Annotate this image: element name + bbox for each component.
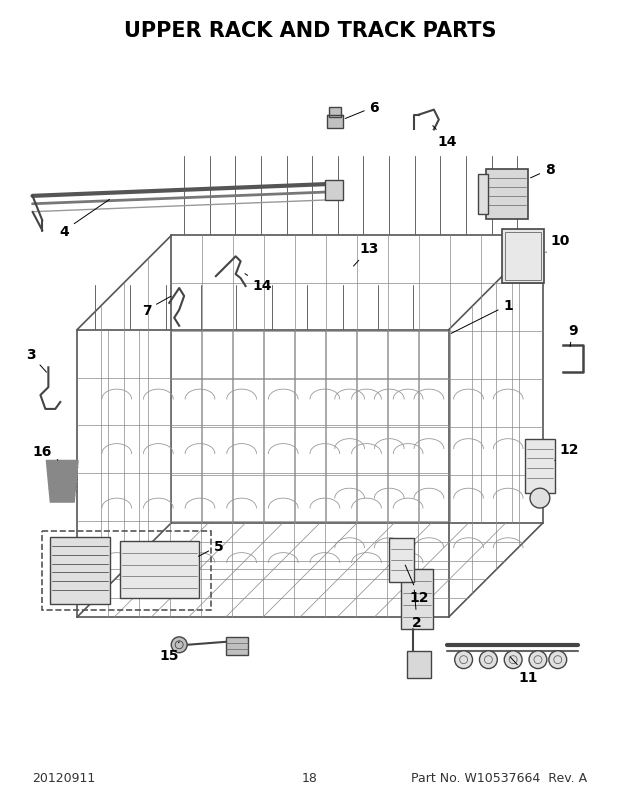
Circle shape bbox=[171, 637, 187, 653]
Text: 8: 8 bbox=[531, 163, 555, 179]
Text: 10: 10 bbox=[546, 234, 569, 253]
Text: 11: 11 bbox=[510, 657, 538, 683]
Text: 5: 5 bbox=[198, 539, 224, 557]
Text: 16: 16 bbox=[33, 444, 58, 460]
Text: 1: 1 bbox=[451, 298, 513, 334]
Text: 20120911: 20120911 bbox=[32, 772, 95, 784]
Text: 13: 13 bbox=[353, 242, 379, 267]
Text: UPPER RACK AND TRACK PARTS: UPPER RACK AND TRACK PARTS bbox=[124, 22, 496, 41]
Bar bbox=[401, 569, 433, 629]
Bar bbox=[42, 531, 211, 610]
Bar bbox=[389, 538, 414, 582]
Circle shape bbox=[529, 651, 547, 669]
Bar bbox=[329, 107, 341, 117]
Text: 6: 6 bbox=[345, 100, 379, 119]
Text: 3: 3 bbox=[25, 348, 46, 373]
Text: 14: 14 bbox=[245, 274, 272, 293]
Bar bbox=[525, 439, 555, 493]
Circle shape bbox=[549, 651, 567, 669]
Circle shape bbox=[504, 651, 522, 669]
Bar bbox=[120, 541, 199, 598]
Text: 4: 4 bbox=[60, 200, 110, 238]
Circle shape bbox=[454, 651, 472, 669]
Circle shape bbox=[530, 488, 550, 508]
Polygon shape bbox=[46, 461, 78, 503]
Bar bbox=[479, 175, 489, 214]
Text: 7: 7 bbox=[141, 297, 171, 318]
Text: 14: 14 bbox=[433, 127, 456, 149]
Text: 9: 9 bbox=[568, 323, 577, 347]
Circle shape bbox=[479, 651, 497, 669]
Text: Part No. W10537664  Rev. A: Part No. W10537664 Rev. A bbox=[411, 772, 588, 784]
Bar bbox=[487, 170, 528, 220]
Bar bbox=[325, 180, 343, 200]
Text: 18: 18 bbox=[302, 772, 318, 784]
Text: 2: 2 bbox=[412, 590, 422, 630]
Bar bbox=[407, 651, 431, 678]
Text: 15: 15 bbox=[159, 642, 179, 662]
Bar bbox=[50, 537, 110, 605]
Text: 12: 12 bbox=[405, 565, 429, 605]
Bar bbox=[327, 115, 343, 129]
Bar bbox=[226, 637, 247, 655]
Bar bbox=[505, 233, 541, 281]
Text: 12: 12 bbox=[555, 442, 580, 461]
Bar bbox=[502, 229, 544, 284]
